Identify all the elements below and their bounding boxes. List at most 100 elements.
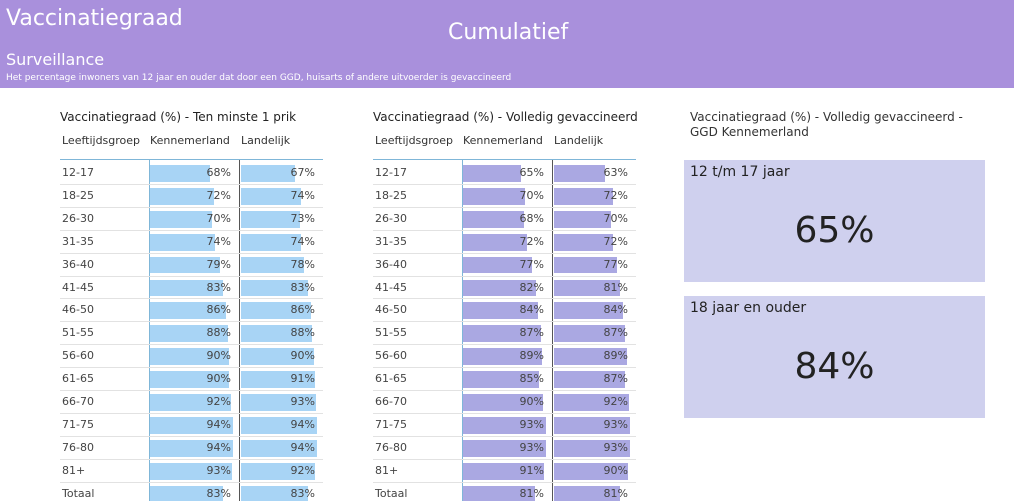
value-label: 72%	[603, 234, 628, 248]
data-bar	[463, 256, 532, 274]
data-bar	[241, 394, 317, 411]
group-label: 31-35	[375, 234, 407, 248]
value-label: 72%	[603, 188, 628, 202]
data-bar	[463, 233, 528, 251]
group-label: 56-60	[62, 349, 94, 363]
column-divider	[239, 160, 240, 501]
value-label: 83%	[206, 280, 231, 294]
data-bar	[463, 210, 524, 228]
data-bar	[463, 394, 544, 411]
value-label: 83%	[290, 280, 315, 294]
value-label: 84%	[603, 303, 628, 317]
data-bar	[463, 302, 538, 320]
row-line	[60, 298, 323, 300]
data-bar	[150, 256, 220, 274]
kpi-card	[684, 296, 985, 418]
value-label: 90%	[519, 395, 544, 408]
data-bar	[150, 187, 214, 205]
data-bar	[463, 485, 536, 501]
value-label: 84%	[519, 303, 544, 317]
data-bar	[150, 233, 216, 251]
row-line	[60, 458, 323, 460]
value-label: 94%	[206, 417, 231, 431]
kpi-label: 12 t/m 17 jaar	[690, 164, 790, 180]
value-label: 67%	[290, 166, 315, 179]
subtitle: Surveillance	[6, 50, 105, 69]
row-line	[60, 390, 323, 391]
value-label: 74%	[290, 188, 315, 202]
value-label: 90%	[206, 372, 231, 386]
column-header: Landelijk	[241, 134, 291, 147]
cards-title: Vaccinatiegraad (%) - Volledig gevaccine…	[690, 110, 963, 139]
header-line	[60, 159, 323, 160]
data-bar	[150, 302, 226, 320]
row-line	[60, 252, 323, 254]
value-label: 93%	[603, 417, 628, 431]
value-label: 91%	[519, 463, 544, 477]
value-label: 91%	[290, 372, 315, 386]
table-title: Vaccinatiegraad (%) - Volledig gevaccine…	[373, 110, 638, 124]
row-line	[60, 412, 323, 414]
value-label: 93%	[290, 395, 315, 408]
row-line	[60, 275, 323, 277]
data-bar	[463, 325, 541, 343]
value-label: 70%	[206, 211, 231, 225]
row-line	[60, 481, 323, 483]
group-label: 51-55	[62, 326, 94, 340]
column-divider	[462, 160, 463, 501]
group-label: 61-65	[375, 372, 407, 386]
data-bar	[554, 371, 626, 388]
column-header: Leeftijdsgroep	[62, 134, 141, 147]
data-bar	[554, 439, 630, 457]
group-label: 66-70	[375, 395, 407, 408]
data-bar	[554, 394, 630, 411]
value-label: 86%	[290, 303, 315, 317]
value-label: 68%	[519, 211, 544, 225]
data-bar	[554, 348, 627, 366]
value-label: 90%	[603, 463, 628, 477]
value-label: 82%	[519, 280, 544, 294]
row-line	[60, 367, 323, 369]
data-bar	[241, 371, 315, 388]
group-label: 41-45	[62, 280, 94, 294]
value-label: 93%	[206, 463, 231, 477]
group-label: 71-75	[375, 417, 407, 431]
center-title: Cumulatief	[448, 20, 569, 45]
group-label: 81+	[62, 463, 86, 477]
data-bar	[150, 371, 230, 388]
value-label: 77%	[519, 257, 544, 271]
value-label: 63%	[603, 166, 628, 179]
data-bar	[150, 462, 233, 480]
value-label: 83%	[206, 486, 231, 500]
value-label: 70%	[603, 211, 628, 225]
data-bar	[150, 394, 232, 411]
data-bar	[241, 348, 314, 366]
value-label: 86%	[206, 303, 231, 317]
data-bar	[150, 279, 224, 297]
data-bar	[150, 325, 228, 343]
group-label: 66-70	[62, 395, 94, 408]
data-bar	[554, 325, 626, 343]
value-label: 73%	[290, 211, 315, 225]
data-bar	[241, 462, 316, 480]
data-bar	[241, 210, 301, 228]
value-label: 74%	[290, 234, 315, 248]
data-bar	[241, 187, 301, 205]
value-label: 81%	[519, 486, 544, 500]
data-bar	[150, 439, 233, 457]
data-bar	[463, 416, 546, 434]
row-line	[373, 183, 636, 185]
value-label: 68%	[206, 166, 231, 179]
data-bar	[554, 416, 630, 434]
data-bar	[463, 462, 545, 480]
value-label: 83%	[290, 486, 315, 500]
value-label: 87%	[603, 326, 628, 340]
data-bar	[554, 187, 613, 205]
row-line	[60, 183, 323, 185]
column-header: Kennemerland	[463, 134, 543, 147]
row-line	[373, 367, 636, 369]
data-bar	[554, 210, 612, 228]
data-bar	[554, 302, 623, 320]
row-line	[60, 229, 323, 231]
